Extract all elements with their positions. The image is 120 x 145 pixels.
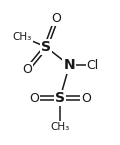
Text: O: O (29, 92, 39, 105)
Text: S: S (41, 40, 51, 54)
Text: S: S (55, 91, 65, 105)
Text: N: N (64, 58, 75, 72)
Text: Cl: Cl (87, 59, 99, 72)
Text: O: O (81, 92, 91, 105)
Text: CH₃: CH₃ (50, 122, 70, 132)
Text: CH₃: CH₃ (13, 32, 32, 42)
Text: O: O (52, 12, 61, 25)
Text: O: O (22, 63, 32, 76)
